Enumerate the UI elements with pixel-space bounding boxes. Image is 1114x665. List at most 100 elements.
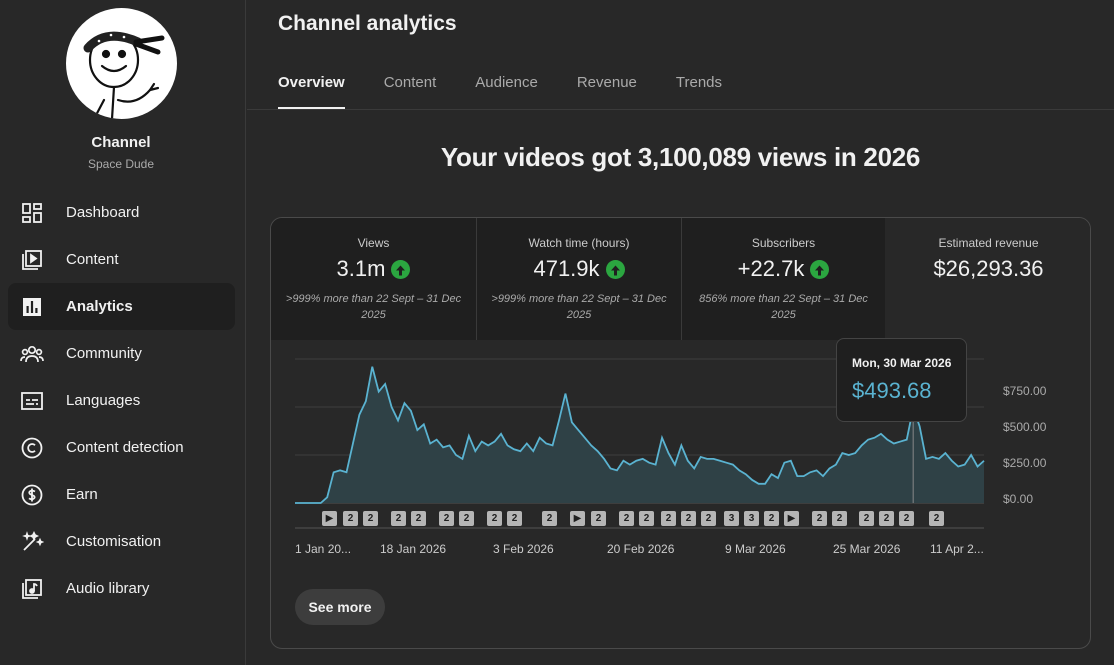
sidebar-item-label: Earn — [66, 486, 98, 503]
sidebar-item-analytics[interactable]: Analytics — [8, 283, 235, 330]
metric-subscribers[interactable]: Subscribers +22.7k 856% more than 22 Sep… — [681, 218, 885, 340]
tab-trends[interactable]: Trends — [675, 74, 723, 91]
metric-change: >999% more than 22 Sept – 31 Dec 2025 — [491, 293, 667, 321]
metric-value: $26,293.36 — [933, 256, 1044, 281]
community-icon — [20, 345, 44, 363]
metric-value: +22.7k — [737, 256, 805, 281]
video-marker[interactable]: 2 — [391, 511, 406, 526]
x-tick-label: 9 Mar 2026 — [725, 542, 786, 556]
sidebar-item-label: Content — [66, 251, 119, 268]
x-tick-label: 18 Jan 2026 — [380, 542, 447, 556]
analytics-tabs: Overview Content Audience Revenue Trends — [278, 74, 761, 110]
video-marker[interactable]: 2 — [591, 511, 606, 526]
metric-value: 3.1m — [336, 256, 386, 281]
sidebar-item-languages[interactable]: Languages — [8, 377, 235, 424]
y-tick-label: $500.00 — [1003, 420, 1047, 434]
sidebar-item-content[interactable]: Content — [8, 236, 235, 283]
sidebar-item-customisation[interactable]: Customisation — [8, 518, 235, 565]
metric-revenue[interactable]: Estimated revenue $26,293.36 — [885, 218, 1090, 340]
sidebar-item-community[interactable]: Community — [8, 330, 235, 377]
sidebar-nav: Dashboard Content Analytics — [8, 189, 235, 612]
metric-views[interactable]: Views 3.1m >999% more than 22 Sept – 31 … — [271, 218, 476, 340]
x-tick-label: 1 Jan 20... — [295, 542, 352, 556]
video-marker[interactable]: 2 — [661, 511, 676, 526]
sidebar-item-dashboard[interactable]: Dashboard — [8, 189, 235, 236]
revenue-area — [295, 366, 984, 503]
x-tick-label: 25 Mar 2026 — [833, 542, 901, 556]
video-marker[interactable]: ▶ — [784, 511, 799, 526]
x-tick-label: 11 Apr 2... — [930, 542, 984, 556]
arrow-up-icon — [605, 259, 625, 279]
video-marker[interactable]: 2 — [859, 511, 874, 526]
video-marker[interactable]: 2 — [929, 511, 944, 526]
video-marker[interactable]: 2 — [411, 511, 426, 526]
revenue-chart[interactable]: $750.00 $500.00 $250.00 $0.00 ▶ 2 2 2 2 2 2 2 2 2… — [271, 340, 1090, 648]
sidebar-item-label: Languages — [66, 392, 141, 409]
video-marker[interactable]: 2 — [879, 511, 894, 526]
arrow-up-icon — [810, 259, 830, 279]
video-marker[interactable]: 2 — [619, 511, 634, 526]
metric-change: >999% more than 22 Sept – 31 Dec 2025 — [285, 293, 462, 321]
copyright-icon — [21, 437, 43, 459]
metric-label: Watch time (hours) — [528, 236, 630, 250]
arrow-up-icon — [391, 259, 411, 279]
content-icon — [22, 250, 42, 270]
earn-icon — [21, 484, 43, 506]
see-more-button[interactable]: See more — [295, 589, 385, 625]
dashboard-icon — [22, 203, 42, 223]
metric-watch-time[interactable]: Watch time (hours) 471.9k >999% more tha… — [476, 218, 681, 340]
video-marker[interactable]: 2 — [487, 511, 502, 526]
metric-label: Estimated revenue — [938, 236, 1039, 250]
revenue-line — [295, 366, 985, 504]
analytics-icon — [23, 298, 41, 316]
sidebar-item-label: Dashboard — [66, 204, 140, 221]
tab-audience[interactable]: Audience — [475, 74, 538, 91]
video-marker[interactable]: 3 — [744, 511, 759, 526]
metric-label: Subscribers — [751, 236, 816, 250]
tab-overview[interactable]: Overview — [278, 74, 345, 110]
video-marker[interactable]: 2 — [439, 511, 454, 526]
video-marker[interactable]: 2 — [701, 511, 716, 526]
video-marker[interactable]: ▶ — [570, 511, 585, 526]
sidebar-item-label: Community — [66, 345, 142, 362]
sidebar-item-content-detection[interactable]: Content detection — [8, 424, 235, 471]
metric-label: Views — [357, 236, 390, 250]
video-marker[interactable]: 2 — [343, 511, 358, 526]
sidebar-item-audio-library[interactable]: Audio library — [8, 565, 235, 612]
x-tick-label: 20 Feb 2026 — [607, 542, 675, 556]
y-tick-label: $750.00 — [1003, 384, 1047, 398]
video-marker[interactable]: 2 — [542, 511, 557, 526]
video-marker[interactable]: ▶ — [322, 511, 337, 526]
video-marker[interactable]: 2 — [832, 511, 847, 526]
video-marker[interactable]: 2 — [507, 511, 522, 526]
overview-card: Views 3.1m >999% more than 22 Sept – 31 … — [270, 217, 1091, 649]
channel-name: Channel — [91, 134, 151, 151]
sidebar-item-label: Audio library — [66, 580, 150, 597]
tooltip-value: $493.68 — [852, 378, 932, 403]
languages-icon — [21, 392, 43, 410]
views-headline: Your videos got 3,100,089 views in 2026 — [440, 142, 921, 172]
tab-content[interactable]: Content — [383, 74, 437, 91]
video-marker[interactable]: 2 — [363, 511, 378, 526]
sidebar-item-label: Customisation — [66, 533, 162, 550]
video-marker[interactable]: 2 — [681, 511, 696, 526]
video-marker[interactable]: 2 — [812, 511, 827, 526]
tab-revenue[interactable]: Revenue — [576, 74, 637, 91]
customisation-icon — [22, 530, 44, 551]
tooltip-date: Mon, 30 Mar 2026 — [852, 356, 952, 370]
sidebar-item-earn[interactable]: Earn — [8, 471, 235, 518]
video-marker[interactable]: 3 — [724, 511, 739, 526]
sidebar-item-label: Content detection — [66, 439, 184, 456]
video-marker[interactable]: 2 — [899, 511, 914, 526]
video-marker[interactable]: 2 — [764, 511, 779, 526]
metric-value: 471.9k — [533, 256, 600, 281]
page-title: Channel analytics — [278, 12, 457, 35]
channel-avatar[interactable] — [66, 8, 177, 119]
sidebar-item-label: Analytics — [66, 298, 133, 315]
metric-change: 856% more than 22 Sept – 31 Dec 2025 — [699, 293, 868, 321]
header-divider — [247, 109, 1114, 110]
video-marker[interactable]: 2 — [459, 511, 474, 526]
video-marker[interactable]: 2 — [639, 511, 654, 526]
y-tick-label: $0.00 — [1003, 492, 1034, 506]
